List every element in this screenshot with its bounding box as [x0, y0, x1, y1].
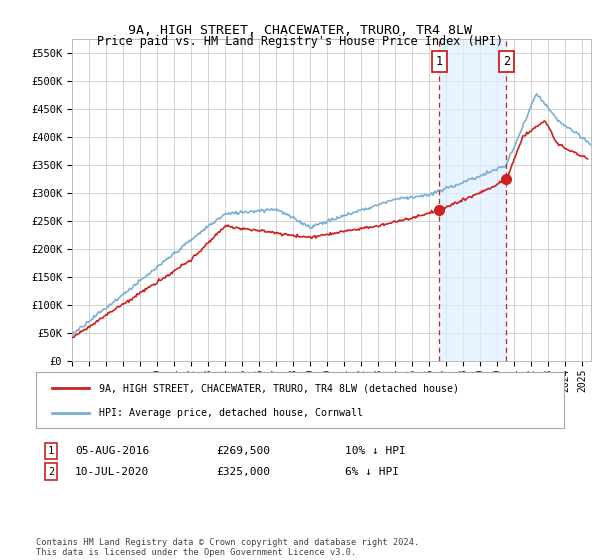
Text: 10-JUL-2020: 10-JUL-2020 [75, 466, 149, 477]
Text: 2: 2 [503, 55, 510, 68]
Text: 1: 1 [436, 55, 443, 68]
Text: 05-AUG-2016: 05-AUG-2016 [75, 446, 149, 456]
Text: 9A, HIGH STREET, CHACEWATER, TRURO, TR4 8LW: 9A, HIGH STREET, CHACEWATER, TRURO, TR4 … [128, 24, 472, 36]
Text: HPI: Average price, detached house, Cornwall: HPI: Average price, detached house, Corn… [100, 408, 364, 418]
Text: £269,500: £269,500 [216, 446, 270, 456]
Text: 2: 2 [48, 466, 54, 477]
Text: 10% ↓ HPI: 10% ↓ HPI [345, 446, 406, 456]
Text: Price paid vs. HM Land Registry's House Price Index (HPI): Price paid vs. HM Land Registry's House … [97, 35, 503, 48]
Text: 1: 1 [48, 446, 54, 456]
Text: 6% ↓ HPI: 6% ↓ HPI [345, 466, 399, 477]
Bar [439, 39, 506, 361]
Text: £325,000: £325,000 [216, 466, 270, 477]
Text: 9A, HIGH STREET, CHACEWATER, TRURO, TR4 8LW (detached house): 9A, HIGH STREET, CHACEWATER, TRURO, TR4 … [100, 383, 460, 393]
Text: Contains HM Land Registry data © Crown copyright and database right 2024.
This d: Contains HM Land Registry data © Crown c… [36, 538, 419, 557]
